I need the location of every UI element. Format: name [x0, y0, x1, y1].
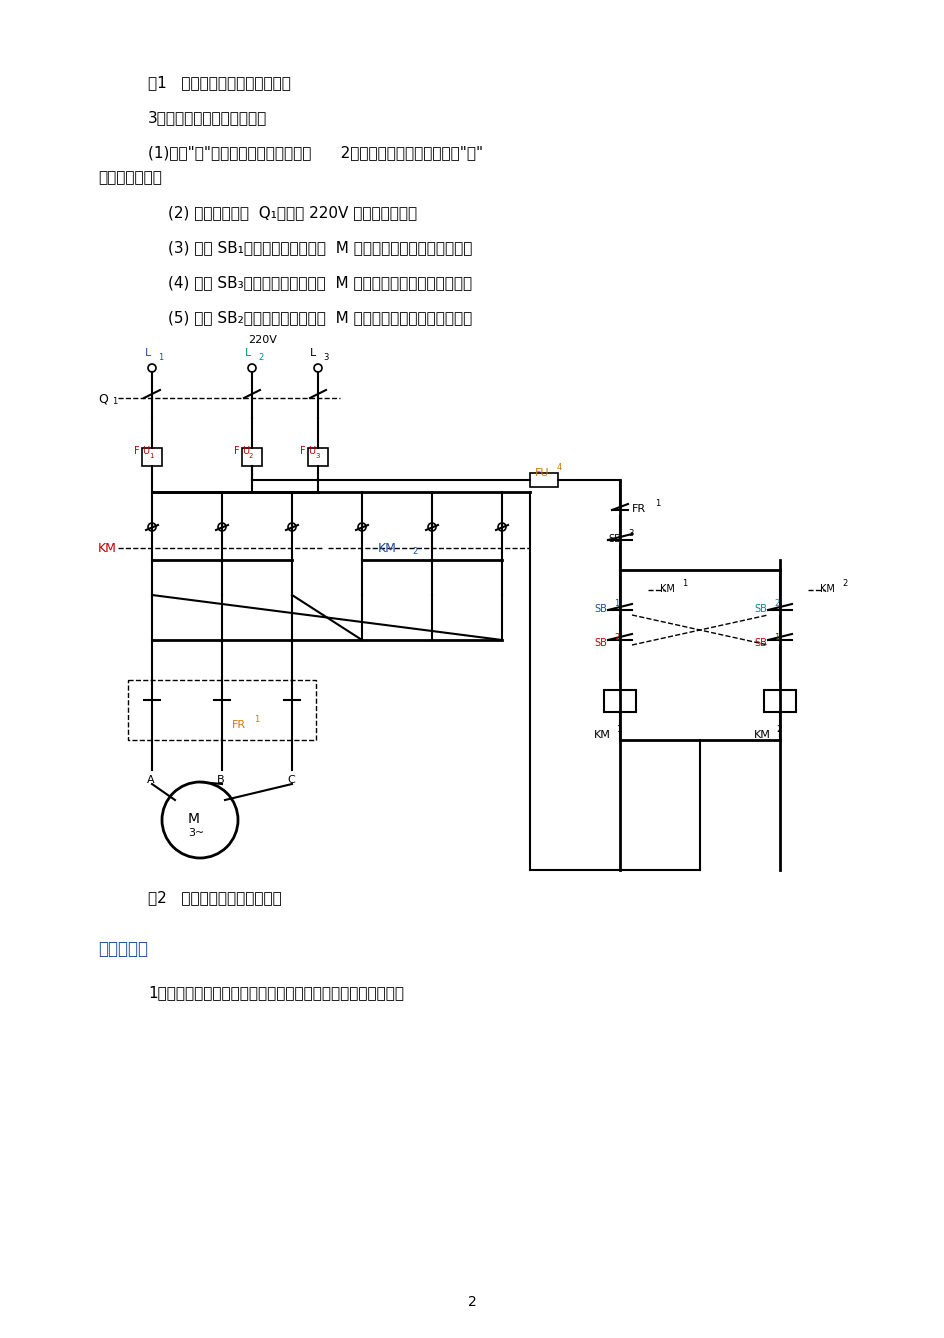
Text: FU: FU	[534, 468, 548, 478]
Text: 3: 3	[314, 454, 319, 459]
Text: 220V: 220V	[247, 334, 277, 345]
Text: SB: SB	[753, 638, 767, 648]
Bar	[308, 448, 328, 466]
Text: Q: Q	[98, 392, 108, 405]
Text: 2: 2	[248, 454, 253, 459]
Text: (3) 按下 SB₁，观察并记录电动机  M 的转向、各触点的吸断情况。: (3) 按下 SB₁，观察并记录电动机 M 的转向、各触点的吸断情况。	[168, 240, 472, 256]
Text: SB: SB	[594, 603, 606, 614]
Text: 图1   接触器联锁正反转控制线路: 图1 接触器联锁正反转控制线路	[148, 75, 291, 90]
Text: B: B	[217, 775, 225, 785]
Text: (2) 合上电源开关  Q₁，接通 220V 三相交流电源。: (2) 合上电源开关 Q₁，接通 220V 三相交流电源。	[168, 205, 416, 219]
Text: FR: FR	[632, 504, 646, 514]
Text: 3、按钮联锁正反转控制线路: 3、按钮联锁正反转控制线路	[148, 110, 267, 124]
Text: 按钮通电操作。: 按钮通电操作。	[98, 170, 161, 185]
Text: KM: KM	[378, 542, 396, 555]
Text: KM: KM	[98, 542, 117, 555]
Text: (1)按下"关"按钮切断交流电源。按图      2接线。经检查无误后，按下"开": (1)按下"关"按钮切断交流电源。按图 2接线。经检查无误后，按下"开"	[148, 145, 482, 161]
Text: M: M	[188, 812, 200, 826]
Text: KM: KM	[819, 583, 834, 594]
Text: SB: SB	[753, 603, 767, 614]
Text: F: F	[234, 446, 240, 456]
Text: F: F	[134, 446, 140, 456]
Bar	[603, 690, 635, 712]
Text: 2: 2	[775, 725, 781, 735]
Text: FR: FR	[232, 720, 245, 731]
Bar	[142, 448, 161, 466]
Bar	[242, 448, 261, 466]
Text: 1、接触器和按钮的联锁触点在继电接触控制中起到什么作用？: 1、接触器和按钮的联锁触点在继电接触控制中起到什么作用？	[148, 985, 404, 999]
Text: 2: 2	[467, 1295, 476, 1309]
Text: U: U	[308, 446, 314, 456]
Text: 3~: 3~	[188, 828, 204, 838]
Text: (5) 按下 SB₂，观察并记录电动机  M 的转向、各触点的吸断情况。: (5) 按下 SB₂，观察并记录电动机 M 的转向、各触点的吸断情况。	[168, 310, 472, 325]
Text: 图2   按钮联锁正反转控制线路: 图2 按钮联锁正反转控制线路	[148, 890, 281, 904]
Text: 2: 2	[841, 579, 847, 587]
Text: SB: SB	[594, 638, 606, 648]
Bar	[763, 690, 795, 712]
Text: 1: 1	[682, 579, 686, 587]
Text: KM: KM	[753, 731, 770, 740]
Text: 1: 1	[112, 397, 117, 405]
Text: (4) 按下 SB₃，观察并记录电动机  M 的转向、各触点的吸断情况。: (4) 按下 SB₃，观察并记录电动机 M 的转向、各触点的吸断情况。	[168, 276, 472, 290]
Text: 四、分析题: 四、分析题	[98, 941, 148, 958]
Text: 4: 4	[556, 463, 562, 472]
Text: 2: 2	[258, 353, 263, 363]
Text: 1: 1	[254, 714, 259, 724]
Text: L: L	[144, 348, 151, 359]
Text: KM: KM	[594, 731, 610, 740]
Text: 3: 3	[323, 353, 328, 363]
Text: F: F	[299, 446, 305, 456]
Text: 1: 1	[149, 454, 153, 459]
Bar	[530, 474, 557, 487]
Text: 1: 1	[654, 499, 660, 508]
Text: L: L	[310, 348, 316, 359]
Text: 1: 1	[773, 633, 779, 642]
Text: 2: 2	[614, 633, 618, 642]
Text: 1: 1	[614, 599, 618, 607]
Text: C: C	[287, 775, 295, 785]
Text: U: U	[242, 446, 249, 456]
Text: 3: 3	[628, 529, 632, 538]
Text: 2: 2	[773, 599, 779, 607]
Text: SB: SB	[607, 534, 620, 545]
FancyBboxPatch shape	[127, 680, 315, 740]
Text: A: A	[147, 775, 155, 785]
Text: 1: 1	[158, 353, 163, 363]
Text: KM: KM	[659, 583, 674, 594]
Text: U: U	[142, 446, 149, 456]
Text: 2: 2	[412, 547, 417, 557]
Text: 1: 1	[615, 725, 620, 735]
Text: L: L	[244, 348, 251, 359]
